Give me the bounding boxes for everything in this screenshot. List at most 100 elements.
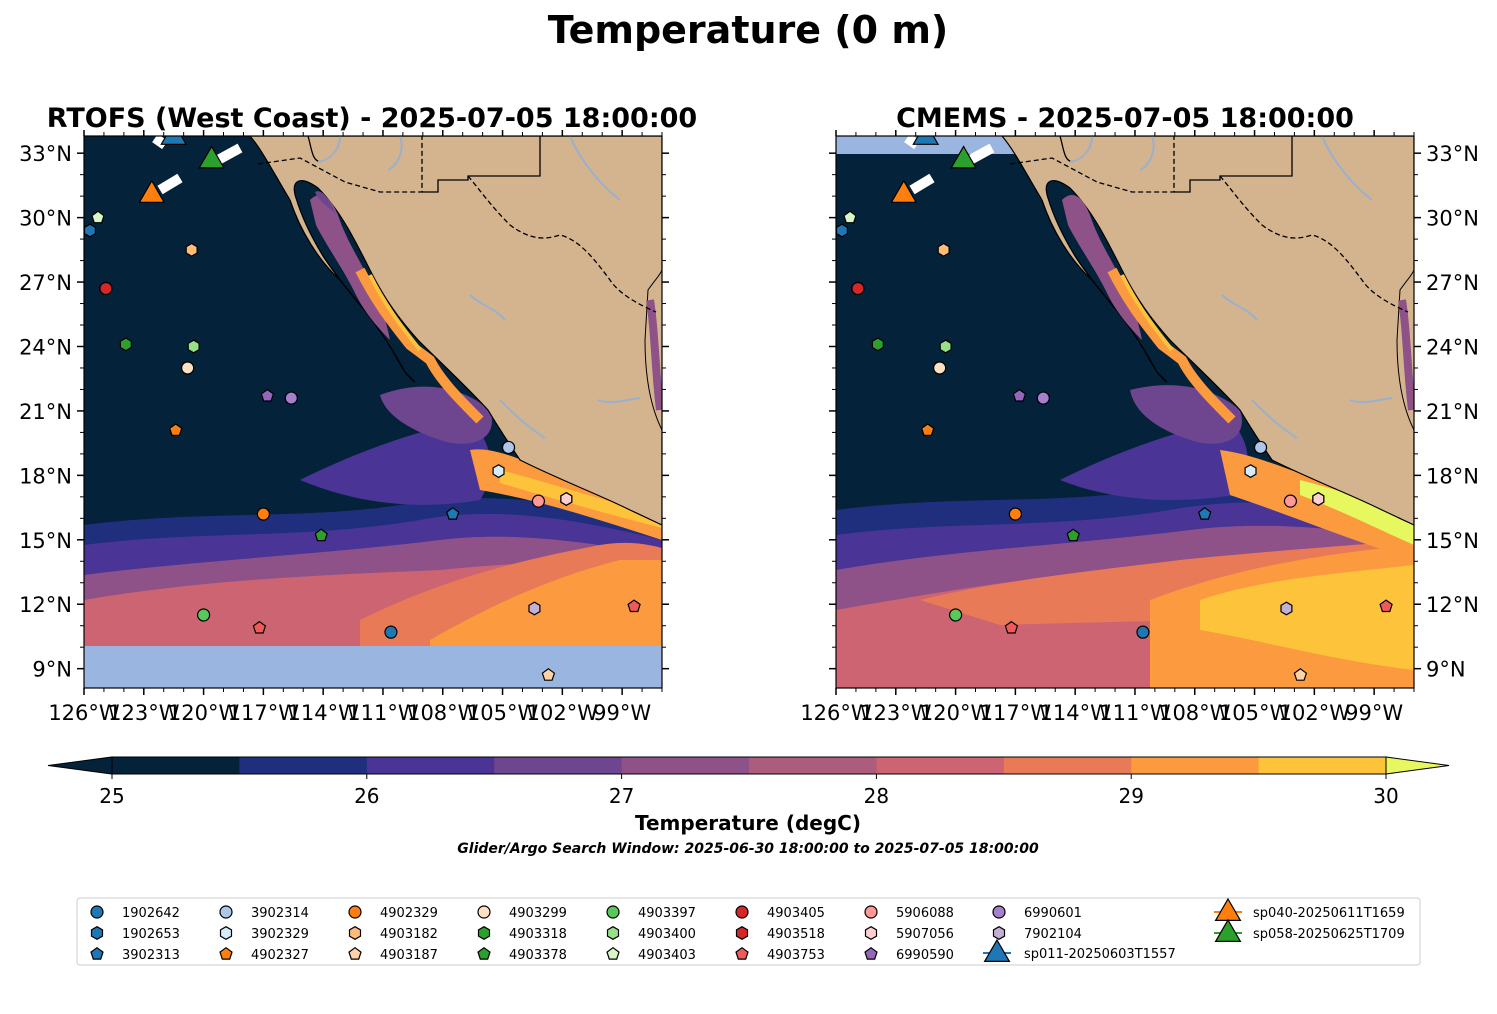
legend-entry: 7902104 <box>992 926 1082 942</box>
float-marker <box>948 608 963 622</box>
legend-entry: 4903400 <box>606 926 696 942</box>
legend-entry: 3902314 <box>219 905 309 921</box>
legend-marker <box>735 946 749 960</box>
float-marker <box>187 339 200 354</box>
colorbar: 25 26 27 28 29 30 <box>47 756 1450 808</box>
legend-entry: sp040-20250611T1659 <box>1214 897 1405 922</box>
nodata-band <box>84 646 662 688</box>
legend-label: sp058-20250625T1709 <box>1253 927 1405 942</box>
legend-marker <box>477 905 491 919</box>
legend-marker <box>477 926 491 940</box>
lat-tick-label: 21°N <box>1426 400 1479 424</box>
colorbar-segment <box>749 757 877 774</box>
lat-tick-label: 18°N <box>1426 464 1479 488</box>
legend-marker <box>606 905 620 919</box>
lat-tick-label: 24°N <box>1426 335 1479 359</box>
colorbar-extend-min <box>47 756 113 775</box>
temperature-field <box>836 385 1414 688</box>
float-marker <box>1280 601 1293 616</box>
float-marker <box>1036 391 1050 405</box>
float-marker <box>528 601 541 616</box>
legend-label: 4902329 <box>380 906 438 921</box>
legend-entry: sp058-20250625T1709 <box>1214 918 1405 943</box>
float-marker <box>851 281 865 296</box>
float-marker <box>445 506 460 520</box>
lon-tick-label: 114°W <box>1039 701 1111 725</box>
float-markers-cmems <box>836 210 1393 681</box>
lon-tick-label: 111°W <box>347 701 419 725</box>
legend-marker <box>219 926 233 940</box>
legend-marker <box>735 905 749 919</box>
legend-entry: 4903299 <box>477 905 567 921</box>
float-marker <box>937 242 950 257</box>
float-markers-rtofs <box>84 210 641 681</box>
legend-entry: 1902642 <box>90 905 180 921</box>
legend-label: 4903753 <box>767 948 825 963</box>
lat-tick-label: 33°N <box>19 142 72 166</box>
lon-tick-label: 105°W <box>467 701 539 725</box>
legend: 1902642 1902653 3902313 3902314 3902329 49023… <box>76 897 1421 966</box>
float-marker <box>871 337 884 352</box>
lat-tick-label: 21°N <box>19 400 72 424</box>
legend-label: 4903182 <box>380 927 438 942</box>
legend-marker <box>992 926 1006 940</box>
float-marker <box>920 423 935 436</box>
colorbar-segment <box>1131 757 1260 774</box>
legend-label: 1902653 <box>122 927 180 942</box>
lon-tick-label: 105°W <box>1219 701 1291 725</box>
panel-title-cmems: CMEMS - 2025-07-05 18:00:00 <box>896 103 1354 134</box>
colorbar-segment <box>494 757 623 774</box>
float-marker <box>91 210 105 224</box>
legend-label: 4903299 <box>509 906 567 921</box>
lon-tick-label: 117°W <box>228 701 300 725</box>
float-marker <box>836 223 849 238</box>
lat-tick-label: 18°N <box>19 464 72 488</box>
legend-label: 4903400 <box>638 927 696 942</box>
float-marker <box>384 625 398 639</box>
legend-entry: 5906088 <box>864 905 954 921</box>
glider-marker <box>160 136 188 145</box>
legend-marker <box>219 946 233 960</box>
legend-entry: 4903318 <box>477 926 567 942</box>
axis-ticks-cmems: 126°W123°W120°W117°W114°W111°W108°W105°W… <box>800 130 1479 725</box>
colorbar-segment <box>239 757 368 774</box>
legend-frame <box>76 897 1421 966</box>
legend-marker <box>1214 918 1242 943</box>
legend-marker <box>864 946 878 960</box>
legend-marker <box>90 905 104 919</box>
legend-entry: 4903397 <box>606 905 696 921</box>
colorbar-tick-label: 28 <box>864 784 889 808</box>
map-frame <box>83 135 663 689</box>
glider-marker <box>950 145 977 169</box>
lon-tick-label: 120°W <box>168 701 240 725</box>
glider-markers-cmems <box>890 136 977 203</box>
legend-label: 3902313 <box>122 948 180 963</box>
legend-label: 6990601 <box>1024 906 1082 921</box>
float-marker <box>1253 440 1268 455</box>
legend-entry: 3902329 <box>219 926 309 942</box>
lon-tick-label: 126°W <box>800 701 872 725</box>
float-marker <box>843 210 857 224</box>
legend-label: 4903378 <box>509 948 567 963</box>
colorbar-segment <box>1258 757 1387 774</box>
lon-tick-label: 111°W <box>1099 701 1171 725</box>
colorbar-tick-label: 25 <box>99 784 124 808</box>
legend-label: 4903318 <box>509 927 567 942</box>
figure-title: Temperature (0 m) <box>548 8 949 52</box>
colorbar-tick-label: 27 <box>609 784 634 808</box>
float-marker <box>1197 506 1212 520</box>
legend-marker <box>348 946 362 960</box>
legend-entry: 4903405 <box>735 905 825 921</box>
lat-tick-label: 24°N <box>19 335 72 359</box>
colorbar-tick-label: 26 <box>354 784 379 808</box>
float-marker <box>99 281 113 296</box>
legend-entry: 4902329 <box>348 905 438 921</box>
float-marker <box>168 423 183 436</box>
lon-tick-label: 117°W <box>980 701 1052 725</box>
float-marker <box>1012 388 1027 402</box>
legend-entry: 4903518 <box>735 926 825 942</box>
legend-entry: 6990590 <box>864 946 954 963</box>
legend-marker <box>348 905 362 919</box>
colorbar-segment <box>366 757 495 774</box>
